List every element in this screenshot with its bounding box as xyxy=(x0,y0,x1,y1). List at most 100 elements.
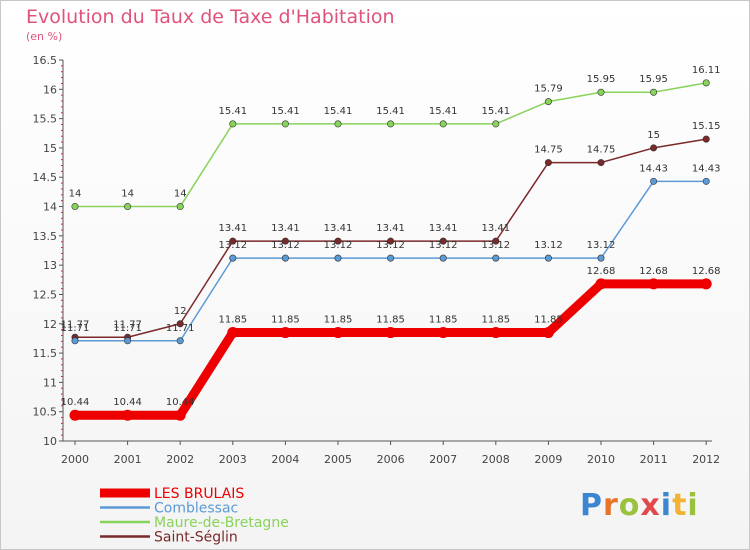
legend-entry: Saint-Séglin xyxy=(154,530,238,546)
data-label: 11.71 xyxy=(113,323,142,334)
data-label: 11.85 xyxy=(271,315,300,326)
data-point xyxy=(650,177,658,185)
data-label: 14.43 xyxy=(639,163,668,174)
data-point xyxy=(492,237,500,245)
data-label: 15.41 xyxy=(481,106,510,117)
chart-title: Evolution du Taux de Taxe d'Habitation xyxy=(26,6,395,28)
data-point xyxy=(597,88,605,96)
data-label: 15.41 xyxy=(324,106,353,117)
data-point xyxy=(702,79,710,87)
data-label: 11.85 xyxy=(534,315,563,326)
x-tick-label: 2000 xyxy=(61,453,89,466)
y-tick-label: 15.5 xyxy=(33,113,58,126)
y-tick-label: 10.5 xyxy=(33,406,58,419)
data-point xyxy=(281,237,289,245)
logo-letter: i xyxy=(660,488,673,523)
data-label: 13.41 xyxy=(481,223,510,234)
logo-letter: x xyxy=(640,488,661,523)
data-point xyxy=(542,327,554,339)
data-point xyxy=(332,327,344,339)
data-label: 15.41 xyxy=(429,106,458,117)
data-label: 11.85 xyxy=(481,315,510,326)
data-label: 10.44 xyxy=(61,397,90,408)
x-tick-label: 2012 xyxy=(692,453,720,466)
data-label: 16.11 xyxy=(692,65,721,76)
data-label: 12.68 xyxy=(587,266,616,277)
x-tick-label: 2001 xyxy=(114,453,142,466)
data-point xyxy=(700,278,712,290)
data-label: 11.71 xyxy=(166,323,195,334)
data-label: 15.95 xyxy=(639,74,668,85)
data-label: 13.12 xyxy=(218,240,247,251)
x-tick-label: 2003 xyxy=(219,453,247,466)
data-label: 12 xyxy=(174,306,187,317)
data-label: 10.44 xyxy=(113,397,142,408)
data-point xyxy=(387,120,395,128)
data-point xyxy=(490,327,502,339)
y-tick-label: 10 xyxy=(43,435,57,448)
data-point xyxy=(71,337,79,345)
data-label: 11.85 xyxy=(218,315,247,326)
x-tick-label: 2009 xyxy=(534,453,562,466)
data-label: 14.75 xyxy=(534,145,563,156)
data-label: 11.85 xyxy=(324,315,353,326)
y-tick-label: 15 xyxy=(43,142,57,155)
y-tick-label: 11.5 xyxy=(33,347,58,360)
data-point xyxy=(176,337,184,345)
y-tick-label: 16 xyxy=(43,83,57,96)
data-point xyxy=(281,120,289,128)
data-point xyxy=(334,120,342,128)
data-label: 14 xyxy=(121,189,134,200)
legend-entry: Comblessac xyxy=(154,501,238,517)
y-tick-label: 12 xyxy=(43,318,57,331)
y-tick-label: 12.5 xyxy=(33,288,58,301)
data-label: 11.77 xyxy=(113,319,142,330)
data-label: 15.95 xyxy=(587,74,616,85)
data-label: 14 xyxy=(174,189,187,200)
data-point xyxy=(595,278,607,290)
data-label: 12.68 xyxy=(639,266,668,277)
x-tick-label: 2006 xyxy=(377,453,405,466)
data-label: 15.41 xyxy=(271,106,300,117)
y-tick-label: 11 xyxy=(43,376,57,389)
series-line-les-brulais xyxy=(70,279,711,420)
logo-letter: r xyxy=(603,488,619,523)
data-point xyxy=(281,254,289,262)
chart-subtitle: (en %) xyxy=(26,30,63,43)
data-label: 11.71 xyxy=(61,323,90,334)
data-point xyxy=(124,203,132,211)
x-tick-label: 2010 xyxy=(587,453,615,466)
data-label: 11.77 xyxy=(61,319,90,330)
data-label: 15 xyxy=(647,130,660,141)
data-point xyxy=(702,135,710,143)
data-point xyxy=(597,254,605,262)
data-label: 13.12 xyxy=(429,240,458,251)
legend-entry: LES BRULAIS xyxy=(154,486,244,502)
y-tick-label: 14.5 xyxy=(33,171,58,184)
data-point xyxy=(229,237,237,245)
data-label: 14.43 xyxy=(692,163,721,174)
y-tick-label: 13 xyxy=(43,259,57,272)
x-tick-label: 2007 xyxy=(429,453,457,466)
data-point xyxy=(702,177,710,185)
data-point xyxy=(227,327,239,339)
data-point xyxy=(492,120,500,128)
data-label: 13.12 xyxy=(587,240,616,251)
x-tick-label: 2008 xyxy=(482,453,510,466)
data-point xyxy=(387,254,395,262)
data-label: 15.79 xyxy=(534,84,563,95)
data-point xyxy=(71,203,79,211)
data-label: 10.44 xyxy=(166,397,195,408)
x-tick-label: 2011 xyxy=(640,453,668,466)
data-label: 12.68 xyxy=(692,266,721,277)
legend-entry: Maure-de-Bretagne xyxy=(154,515,289,531)
data-label: 11.85 xyxy=(429,315,458,326)
data-label: 14 xyxy=(69,189,82,200)
data-point xyxy=(650,144,658,152)
data-point xyxy=(437,327,449,339)
x-tick-label: 2005 xyxy=(324,453,352,466)
data-point xyxy=(650,88,658,96)
data-point xyxy=(124,337,132,345)
data-point xyxy=(122,409,134,421)
